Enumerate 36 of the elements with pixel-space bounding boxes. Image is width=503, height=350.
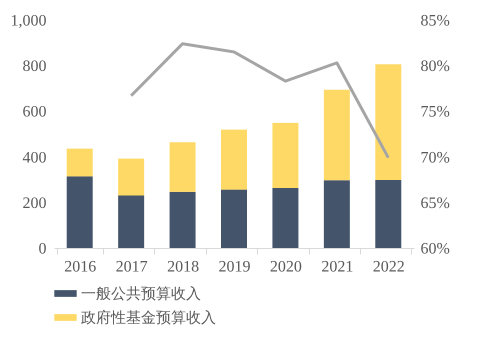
bar (66, 176, 93, 248)
y-tick-label: 200 (22, 194, 46, 212)
x-tick-label: 2019 (218, 258, 250, 276)
bar (375, 180, 402, 248)
x-tick-label: 2022 (372, 258, 405, 276)
x-tick-label: 2016 (64, 258, 96, 276)
bar (170, 192, 196, 248)
bar (324, 90, 350, 180)
y-tick-label: 1,000 (10, 12, 46, 30)
y2-tick-label: 65% (420, 194, 450, 212)
x-tick-label: 2018 (167, 258, 200, 276)
bar (324, 180, 350, 248)
bar (272, 122, 298, 188)
bar (221, 190, 247, 248)
y-tick-label: 600 (22, 104, 46, 121)
y-tick-label: 0 (38, 240, 46, 258)
bar (375, 64, 402, 180)
legend-label: 一般公共预算收入 (81, 286, 201, 302)
bar (118, 158, 144, 196)
bar (66, 148, 93, 176)
y2-tick-label: 85% (420, 12, 450, 30)
y-tick-label: 800 (22, 58, 46, 76)
y2-tick-label: 75% (420, 104, 450, 121)
bar (118, 196, 144, 248)
bar (170, 142, 196, 192)
y2-tick-label: 60% (420, 240, 450, 258)
x-tick-label: 2020 (270, 258, 302, 276)
line-series (130, 42, 390, 160)
y2-tick-label: 70% (420, 149, 450, 166)
legend-label: 政府性基金预算收入 (81, 310, 216, 326)
x-tick-label: 2021 (321, 258, 354, 276)
bar (221, 130, 247, 190)
x-tick-label: 2017 (116, 258, 148, 276)
bar (272, 188, 298, 248)
y-tick-label: 400 (22, 149, 46, 166)
y2-tick-label: 80% (420, 58, 450, 76)
